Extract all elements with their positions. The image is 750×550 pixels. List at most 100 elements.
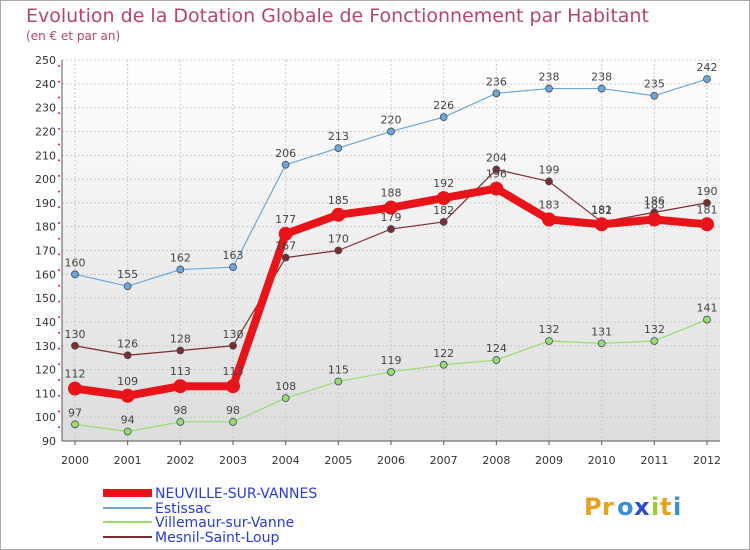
neuville-data-label: 181	[591, 203, 612, 216]
villemaur-point	[123, 427, 132, 436]
villemaur-point	[703, 315, 711, 324]
mesnil-data-label: 167	[275, 240, 296, 253]
y-tick-label: 230	[35, 102, 56, 115]
y-tick-label: 180	[35, 221, 56, 234]
estissac-point	[650, 91, 659, 100]
x-tick-label: 2000	[61, 454, 89, 467]
estissac-data-label: 206	[275, 147, 296, 160]
villemaur-point	[71, 420, 79, 429]
axis-dot	[58, 159, 60, 162]
villemaur-data-label: 131	[591, 325, 612, 338]
x-tick-label: 2002	[166, 454, 194, 467]
neuville-data-label: 113	[170, 365, 191, 378]
villemaur-data-label: 122	[433, 347, 454, 360]
y-tick-label: 210	[35, 149, 56, 162]
neuville-point	[647, 212, 662, 227]
axis-dot	[58, 300, 60, 303]
mesnil-data-label: 126	[117, 337, 138, 350]
mesnil-legend-label: Mesnil-Saint-Loup	[155, 530, 279, 546]
neuville-point	[68, 381, 82, 396]
estissac-data-label: 160	[65, 256, 86, 269]
axis-dot	[58, 237, 60, 240]
axis-dot	[58, 316, 60, 319]
villemaur-data-label: 98	[226, 404, 240, 417]
mesnil-data-label: 182	[591, 204, 612, 217]
villemaur-data-label: 94	[121, 413, 135, 426]
y-tick-label: 150	[35, 292, 56, 305]
villemaur-point	[545, 337, 553, 345]
villemaur-data-label: 132	[644, 323, 665, 336]
estissac-point	[439, 113, 448, 122]
mesnil-point	[123, 351, 132, 360]
mesnil-data-label: 190	[697, 185, 718, 198]
estissac-point	[703, 75, 711, 83]
brand-letter: i	[651, 493, 659, 521]
neuville-point	[489, 181, 504, 196]
y-tick-label: 170	[35, 245, 56, 258]
axis-dot	[58, 65, 60, 67]
x-tick-label: 2012	[693, 454, 721, 467]
estissac-point	[229, 263, 237, 272]
axis-dot	[58, 190, 60, 193]
y-tick-label: 160	[35, 268, 56, 281]
brand-letter: t	[660, 493, 671, 521]
neuville-data-label: 181	[697, 203, 718, 216]
estissac-point	[281, 160, 290, 169]
y-tick-label: 90	[42, 435, 56, 448]
axis-dot	[58, 112, 60, 115]
y-tick-label: 110	[35, 387, 56, 400]
x-tick-label: 2001	[114, 454, 142, 467]
mesnil-data-label: 170	[328, 233, 349, 246]
axis-dot	[58, 174, 60, 177]
estissac-data-label: 238	[591, 71, 612, 84]
axis-dot	[58, 143, 60, 146]
estissac-point	[71, 270, 79, 279]
neuville-data-label: 188	[381, 187, 402, 200]
estissac-point	[176, 265, 185, 274]
axis-dot	[58, 363, 60, 366]
x-tick-label: 2011	[640, 454, 668, 467]
neuville-point	[331, 207, 346, 222]
y-tick-label: 200	[35, 173, 56, 186]
villemaur-data-label: 97	[68, 406, 82, 419]
mesnil-point	[545, 177, 553, 186]
neuville-point	[278, 226, 293, 241]
estissac-data-label: 238	[539, 71, 560, 84]
axis-dot	[58, 96, 60, 99]
y-tick-label: 120	[35, 364, 56, 377]
villemaur-point	[176, 418, 185, 426]
x-tick-label: 2009	[535, 454, 563, 467]
mesnil-point	[439, 218, 448, 226]
neuville-data-label: 196	[486, 168, 507, 181]
axis-dot	[58, 253, 60, 256]
estissac-data-label: 213	[328, 130, 349, 143]
brand-letter: o	[617, 493, 634, 521]
mesnil-data-label: 128	[170, 333, 191, 346]
neuville-data-label: 112	[65, 368, 86, 381]
neuville-point	[700, 217, 714, 232]
estissac-point	[597, 84, 606, 93]
neuville-data-label: 113	[223, 365, 244, 378]
mesnil-data-label: 204	[486, 152, 507, 165]
axis-dot	[58, 206, 60, 209]
axis-dot	[58, 80, 60, 83]
axis-dot	[58, 284, 60, 287]
y-tick-label: 130	[35, 340, 56, 353]
neuville-point	[384, 200, 398, 215]
x-tick-label: 2003	[219, 454, 247, 467]
axis-dot	[58, 127, 60, 130]
estissac-data-label: 220	[381, 113, 402, 126]
estissac-point	[545, 84, 553, 93]
estissac-point	[334, 144, 343, 153]
estissac-point	[492, 89, 501, 98]
axis-dot	[58, 410, 60, 413]
brand-letter: P	[584, 493, 602, 521]
neuville-data-label: 109	[117, 375, 138, 388]
villemaur-data-label: 119	[381, 354, 402, 367]
axis-dot	[58, 222, 60, 224]
mesnil-point	[492, 165, 501, 174]
mesnil-point	[176, 346, 185, 355]
mesnil-data-label: 179	[381, 211, 402, 224]
neuville-data-label: 183	[644, 199, 665, 212]
villemaur-data-label: 98	[173, 404, 187, 417]
